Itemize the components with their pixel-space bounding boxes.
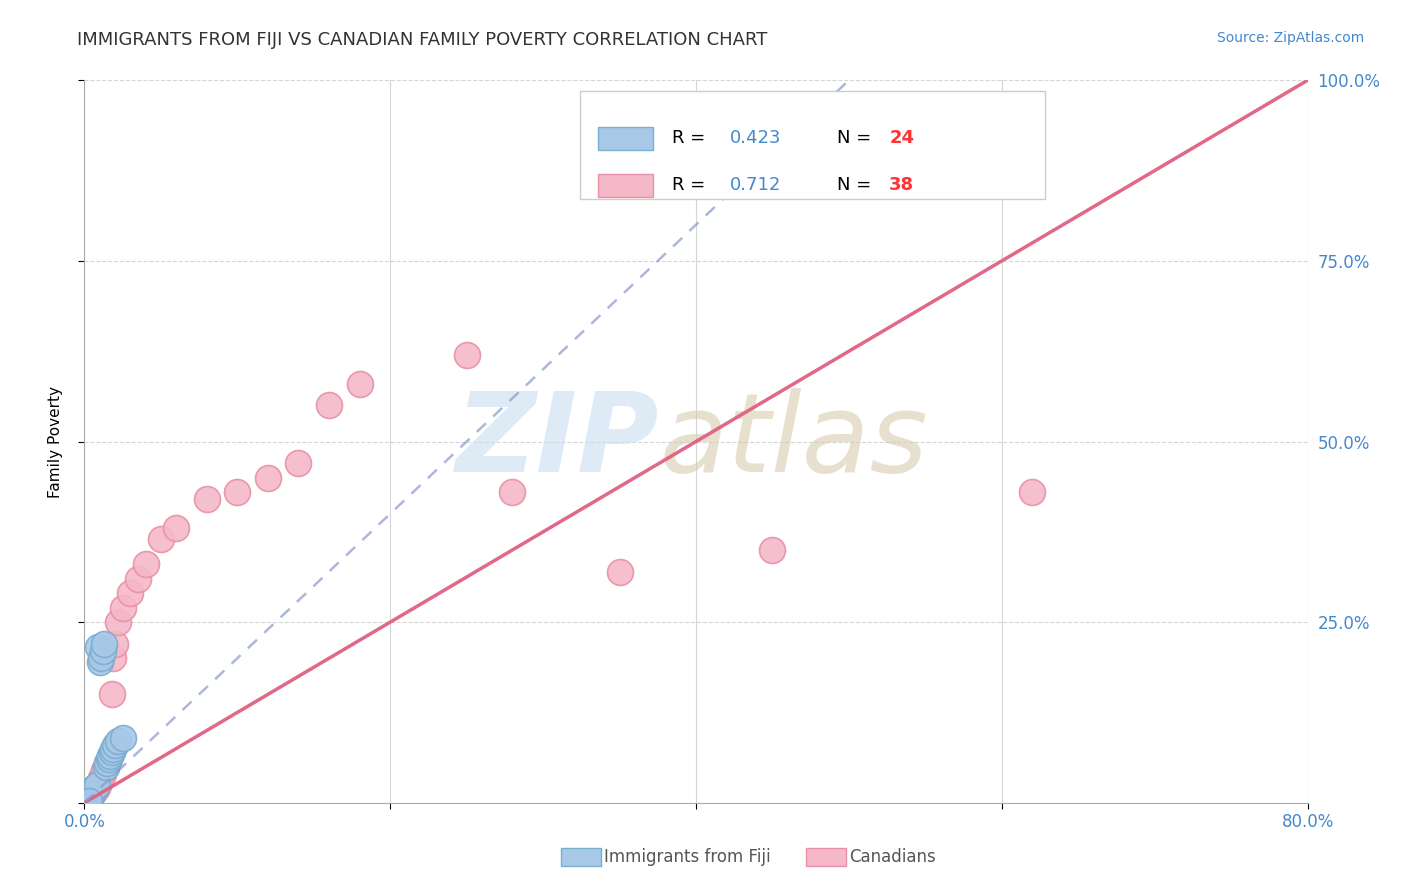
Text: R =: R = xyxy=(672,129,710,147)
Point xyxy=(111,731,134,745)
Point xyxy=(83,785,105,799)
Point xyxy=(98,748,121,763)
Point xyxy=(97,752,120,766)
Point xyxy=(98,748,121,763)
Text: Canadians: Canadians xyxy=(849,848,935,866)
Text: R =: R = xyxy=(672,177,710,194)
Point xyxy=(111,600,134,615)
Point xyxy=(135,558,157,572)
Point xyxy=(456,348,478,362)
Point xyxy=(89,655,111,669)
Point xyxy=(84,781,107,796)
Point xyxy=(79,789,101,803)
Point xyxy=(83,782,105,797)
Point xyxy=(90,771,112,785)
Point xyxy=(502,485,524,500)
Point xyxy=(101,687,124,701)
Point xyxy=(96,756,118,770)
Point xyxy=(103,741,125,756)
FancyBboxPatch shape xyxy=(561,848,602,866)
Point xyxy=(76,792,98,806)
Point xyxy=(77,794,100,808)
Point xyxy=(349,376,371,391)
Point xyxy=(257,470,280,484)
Point xyxy=(104,637,127,651)
Point xyxy=(86,778,108,792)
Text: N =: N = xyxy=(837,129,876,147)
Text: IMMIGRANTS FROM FIJI VS CANADIAN FAMILY POVERTY CORRELATION CHART: IMMIGRANTS FROM FIJI VS CANADIAN FAMILY … xyxy=(77,31,768,49)
Point xyxy=(87,640,110,655)
Point xyxy=(89,774,111,789)
Point xyxy=(107,615,129,630)
Point xyxy=(103,651,125,665)
Point xyxy=(79,789,101,803)
Point xyxy=(93,637,115,651)
Point xyxy=(77,790,100,805)
Text: Immigrants from Fiji: Immigrants from Fiji xyxy=(605,848,770,866)
Point xyxy=(87,778,110,792)
Y-axis label: Family Poverty: Family Poverty xyxy=(48,385,63,498)
FancyBboxPatch shape xyxy=(598,127,652,150)
Point xyxy=(761,542,783,557)
Point xyxy=(609,565,631,579)
Point xyxy=(77,790,100,805)
Text: Source: ZipAtlas.com: Source: ZipAtlas.com xyxy=(1216,31,1364,45)
FancyBboxPatch shape xyxy=(579,91,1045,200)
Point xyxy=(80,787,103,801)
Point xyxy=(91,767,114,781)
Point xyxy=(90,651,112,665)
Point xyxy=(76,792,98,806)
Point xyxy=(991,102,1014,116)
Point xyxy=(107,734,129,748)
Point xyxy=(101,745,124,759)
Text: ZIP: ZIP xyxy=(456,388,659,495)
Text: 0.423: 0.423 xyxy=(730,129,782,147)
Point xyxy=(96,756,118,770)
Point xyxy=(127,572,149,586)
Point xyxy=(86,781,108,796)
Point xyxy=(1021,485,1043,500)
Point xyxy=(149,532,172,546)
Point xyxy=(120,586,142,600)
Point xyxy=(91,644,114,658)
Text: 38: 38 xyxy=(889,177,914,194)
Point xyxy=(84,782,107,797)
Point xyxy=(94,760,117,774)
Point xyxy=(165,521,187,535)
Point xyxy=(84,780,107,794)
Point xyxy=(93,764,115,778)
Text: N =: N = xyxy=(837,177,876,194)
FancyBboxPatch shape xyxy=(598,174,652,197)
Text: atlas: atlas xyxy=(659,388,928,495)
Point xyxy=(94,760,117,774)
Point xyxy=(287,456,309,470)
Point xyxy=(80,785,103,799)
Point xyxy=(195,492,218,507)
FancyBboxPatch shape xyxy=(806,848,846,866)
Point xyxy=(104,738,127,752)
Point xyxy=(97,752,120,766)
Text: 24: 24 xyxy=(889,129,914,147)
Text: 0.712: 0.712 xyxy=(730,177,782,194)
Point xyxy=(318,398,340,412)
Point xyxy=(226,485,249,500)
Point xyxy=(80,787,103,801)
